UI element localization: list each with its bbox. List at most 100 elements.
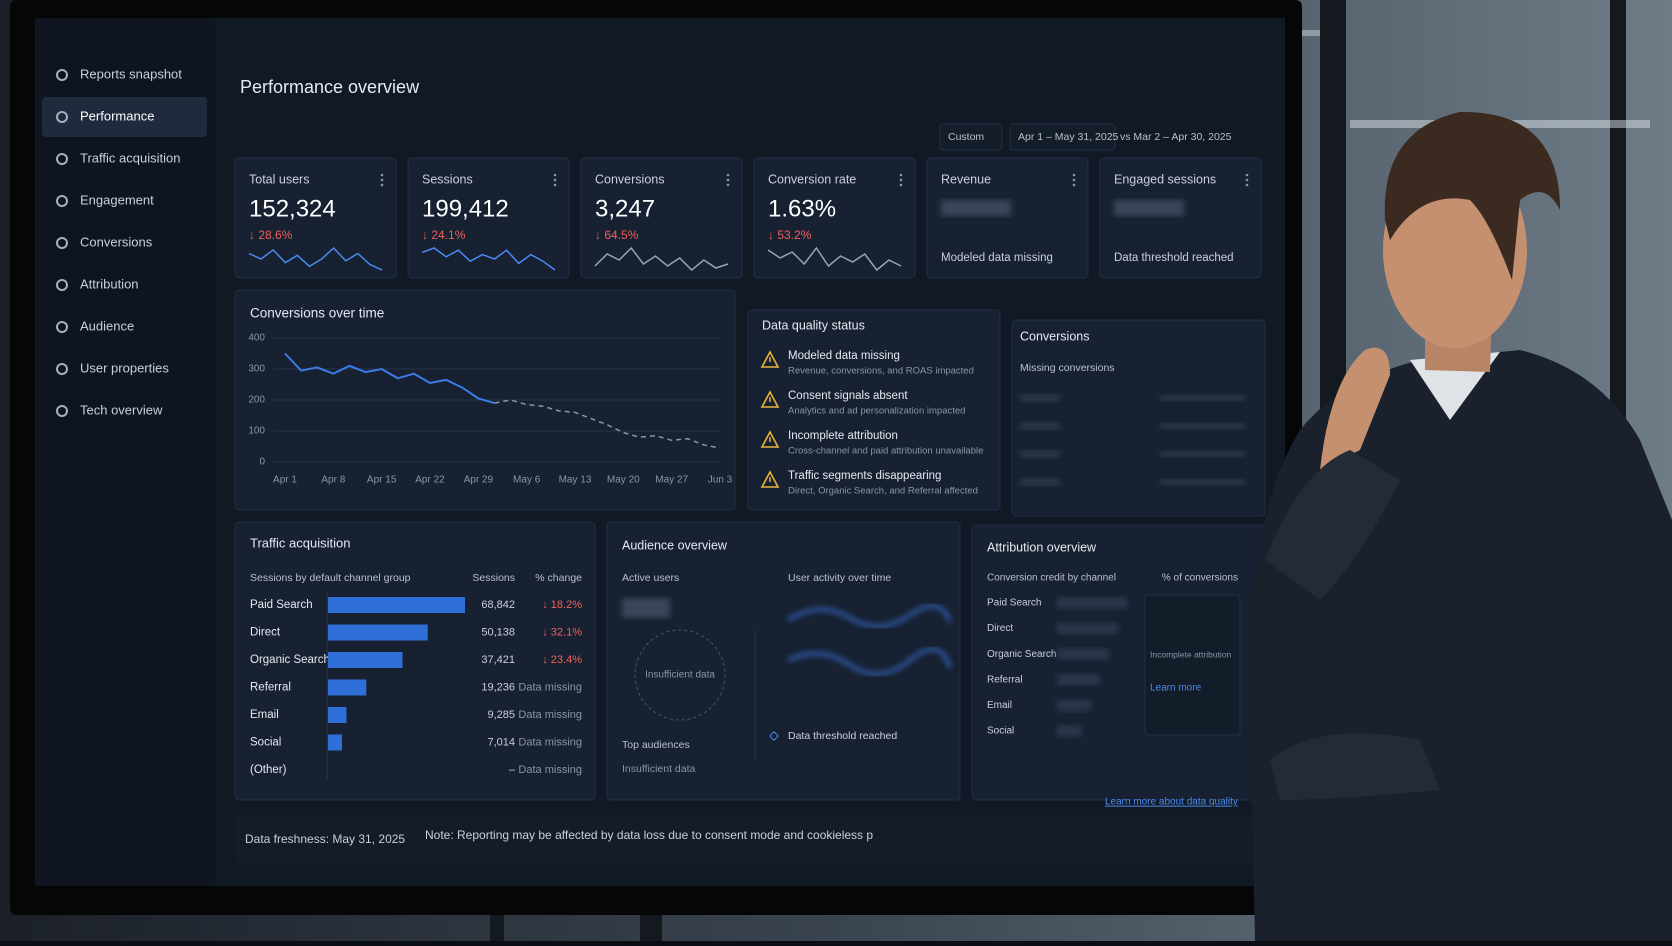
kpi-label: Revenue bbox=[941, 172, 991, 186]
x-tick-label: Apr 29 bbox=[464, 475, 494, 486]
nav-item[interactable]: Audience bbox=[80, 318, 134, 333]
panel-title: Conversions bbox=[1020, 329, 1089, 343]
kebab-dot bbox=[553, 173, 557, 177]
kpi-value: 3,247 bbox=[595, 195, 655, 222]
issue-title: Traffic segments disappearing bbox=[788, 470, 941, 482]
session-bar bbox=[328, 652, 403, 668]
blurred-row-label bbox=[1020, 394, 1060, 402]
nav-item[interactable]: Tech overview bbox=[80, 402, 163, 417]
x-tick-label: Apr 22 bbox=[415, 475, 445, 486]
issue-detail: Direct, Organic Search, and Referral aff… bbox=[788, 486, 978, 497]
column-header: Sessions bbox=[472, 572, 515, 584]
footer-bar bbox=[235, 815, 1265, 863]
audience-panel bbox=[606, 521, 961, 801]
line-series bbox=[494, 399, 721, 449]
session-value: 19,236 bbox=[481, 681, 515, 693]
issue-detail: Cross-channel and paid attribution unava… bbox=[788, 446, 983, 457]
kpi-change: ↓ 28.6% bbox=[249, 228, 293, 242]
nav-icon bbox=[56, 69, 68, 81]
kebab-dot bbox=[899, 183, 903, 187]
kpi-label: Total users bbox=[249, 172, 309, 186]
nav-item[interactable]: Engagement bbox=[80, 192, 154, 207]
panel-label: % of conversions bbox=[1162, 573, 1238, 584]
nav-icon bbox=[56, 111, 68, 123]
blurred-value bbox=[1114, 200, 1184, 216]
kpi-card bbox=[580, 157, 743, 279]
kebab-dot bbox=[1072, 183, 1076, 187]
nav-item[interactable]: Reports snapshot bbox=[80, 66, 182, 81]
nav-icon bbox=[56, 321, 68, 333]
kpi-card bbox=[407, 157, 570, 279]
kebab-dot bbox=[1072, 178, 1076, 182]
kebab-dot bbox=[899, 178, 903, 182]
attribution-note: Incomplete attribution bbox=[1150, 649, 1232, 659]
kpi-label: Engaged sessions bbox=[1114, 172, 1216, 186]
conversions-panel bbox=[1011, 319, 1266, 517]
kpi-card bbox=[926, 157, 1089, 279]
nav-icon bbox=[56, 237, 68, 249]
learn-more[interactable]: Learn more bbox=[1150, 683, 1202, 694]
kebab-dot bbox=[726, 173, 730, 177]
kebab-dot bbox=[899, 173, 903, 177]
channel-name: Direct bbox=[250, 627, 281, 639]
panel-title: Traffic acquisition bbox=[250, 535, 350, 550]
session-bar bbox=[328, 707, 347, 723]
panel-label: User activity over time bbox=[788, 572, 891, 584]
kpi-card bbox=[1099, 157, 1262, 279]
nav-icon bbox=[56, 195, 68, 207]
blurred-value bbox=[941, 200, 1011, 216]
channel-name: Email bbox=[250, 709, 279, 721]
blurred-bar bbox=[1057, 699, 1091, 712]
y-tick-label: 100 bbox=[248, 426, 265, 437]
kpi-sparkline bbox=[421, 247, 556, 271]
column-header: % change bbox=[535, 572, 582, 584]
kpi-value: 1.63% bbox=[768, 195, 836, 222]
channel-name: Organic Search bbox=[250, 654, 330, 666]
x-tick-label: May 20 bbox=[607, 475, 640, 486]
issue-title: Consent signals absent bbox=[788, 390, 908, 402]
session-value: 50,138 bbox=[481, 626, 515, 638]
channel-name: (Other) bbox=[250, 764, 287, 776]
donut-note: Insufficient data bbox=[645, 670, 715, 681]
x-tick-label: Jun 3 bbox=[708, 475, 733, 486]
kebab-dot bbox=[553, 183, 557, 187]
session-change: Data missing bbox=[518, 681, 582, 693]
nav-item[interactable]: Conversions bbox=[80, 234, 153, 249]
sidebar bbox=[35, 18, 215, 886]
nav-item[interactable]: User properties bbox=[80, 360, 169, 375]
filter[interactable]: Custom bbox=[948, 131, 984, 143]
x-tick-label: Apr 1 bbox=[273, 475, 297, 486]
kpi-label: Conversions bbox=[595, 172, 664, 186]
issue-detail: Analytics and ad personalization impacte… bbox=[788, 406, 965, 417]
blurred-row-label bbox=[1020, 478, 1060, 486]
filter[interactable]: Apr 1 – May 31, 2025 bbox=[1018, 131, 1119, 143]
filter[interactable]: vs Mar 2 – Apr 30, 2025 bbox=[1120, 131, 1232, 143]
kebab-dot bbox=[380, 173, 384, 177]
nav-icon bbox=[56, 405, 68, 417]
channel-name: Direct bbox=[987, 623, 1013, 634]
nav-item[interactable]: Attribution bbox=[80, 276, 139, 291]
filter-box[interactable] bbox=[1009, 123, 1116, 151]
kpi-sparkline bbox=[767, 246, 902, 272]
session-bar bbox=[328, 597, 465, 613]
blurred-row-value bbox=[1160, 451, 1245, 457]
y-tick-label: 0 bbox=[259, 457, 265, 468]
footer-link[interactable]: Learn more about data quality bbox=[1105, 797, 1238, 808]
y-tick-label: 200 bbox=[248, 395, 265, 406]
session-change: Data missing bbox=[518, 736, 582, 748]
kpi-note: Data threshold reached bbox=[1114, 252, 1234, 264]
nav-icon bbox=[56, 153, 68, 165]
channel-name: Paid Search bbox=[987, 598, 1041, 609]
nav-item[interactable]: Traffic acquisition bbox=[80, 150, 180, 165]
warning-icon bbox=[760, 470, 780, 488]
blurred-row-value bbox=[1160, 479, 1245, 485]
panel-label: Conversion credit by channel bbox=[987, 573, 1116, 584]
channel-name: Email bbox=[987, 700, 1012, 711]
kpi-label: Conversion rate bbox=[768, 172, 856, 186]
kpi-change: ↓ 24.1% bbox=[422, 228, 466, 242]
nav-item[interactable]: Performance bbox=[80, 108, 154, 123]
filter-box[interactable] bbox=[939, 123, 1003, 151]
x-tick-label: Apr 15 bbox=[367, 475, 397, 486]
issue-title: Modeled data missing bbox=[788, 350, 900, 362]
